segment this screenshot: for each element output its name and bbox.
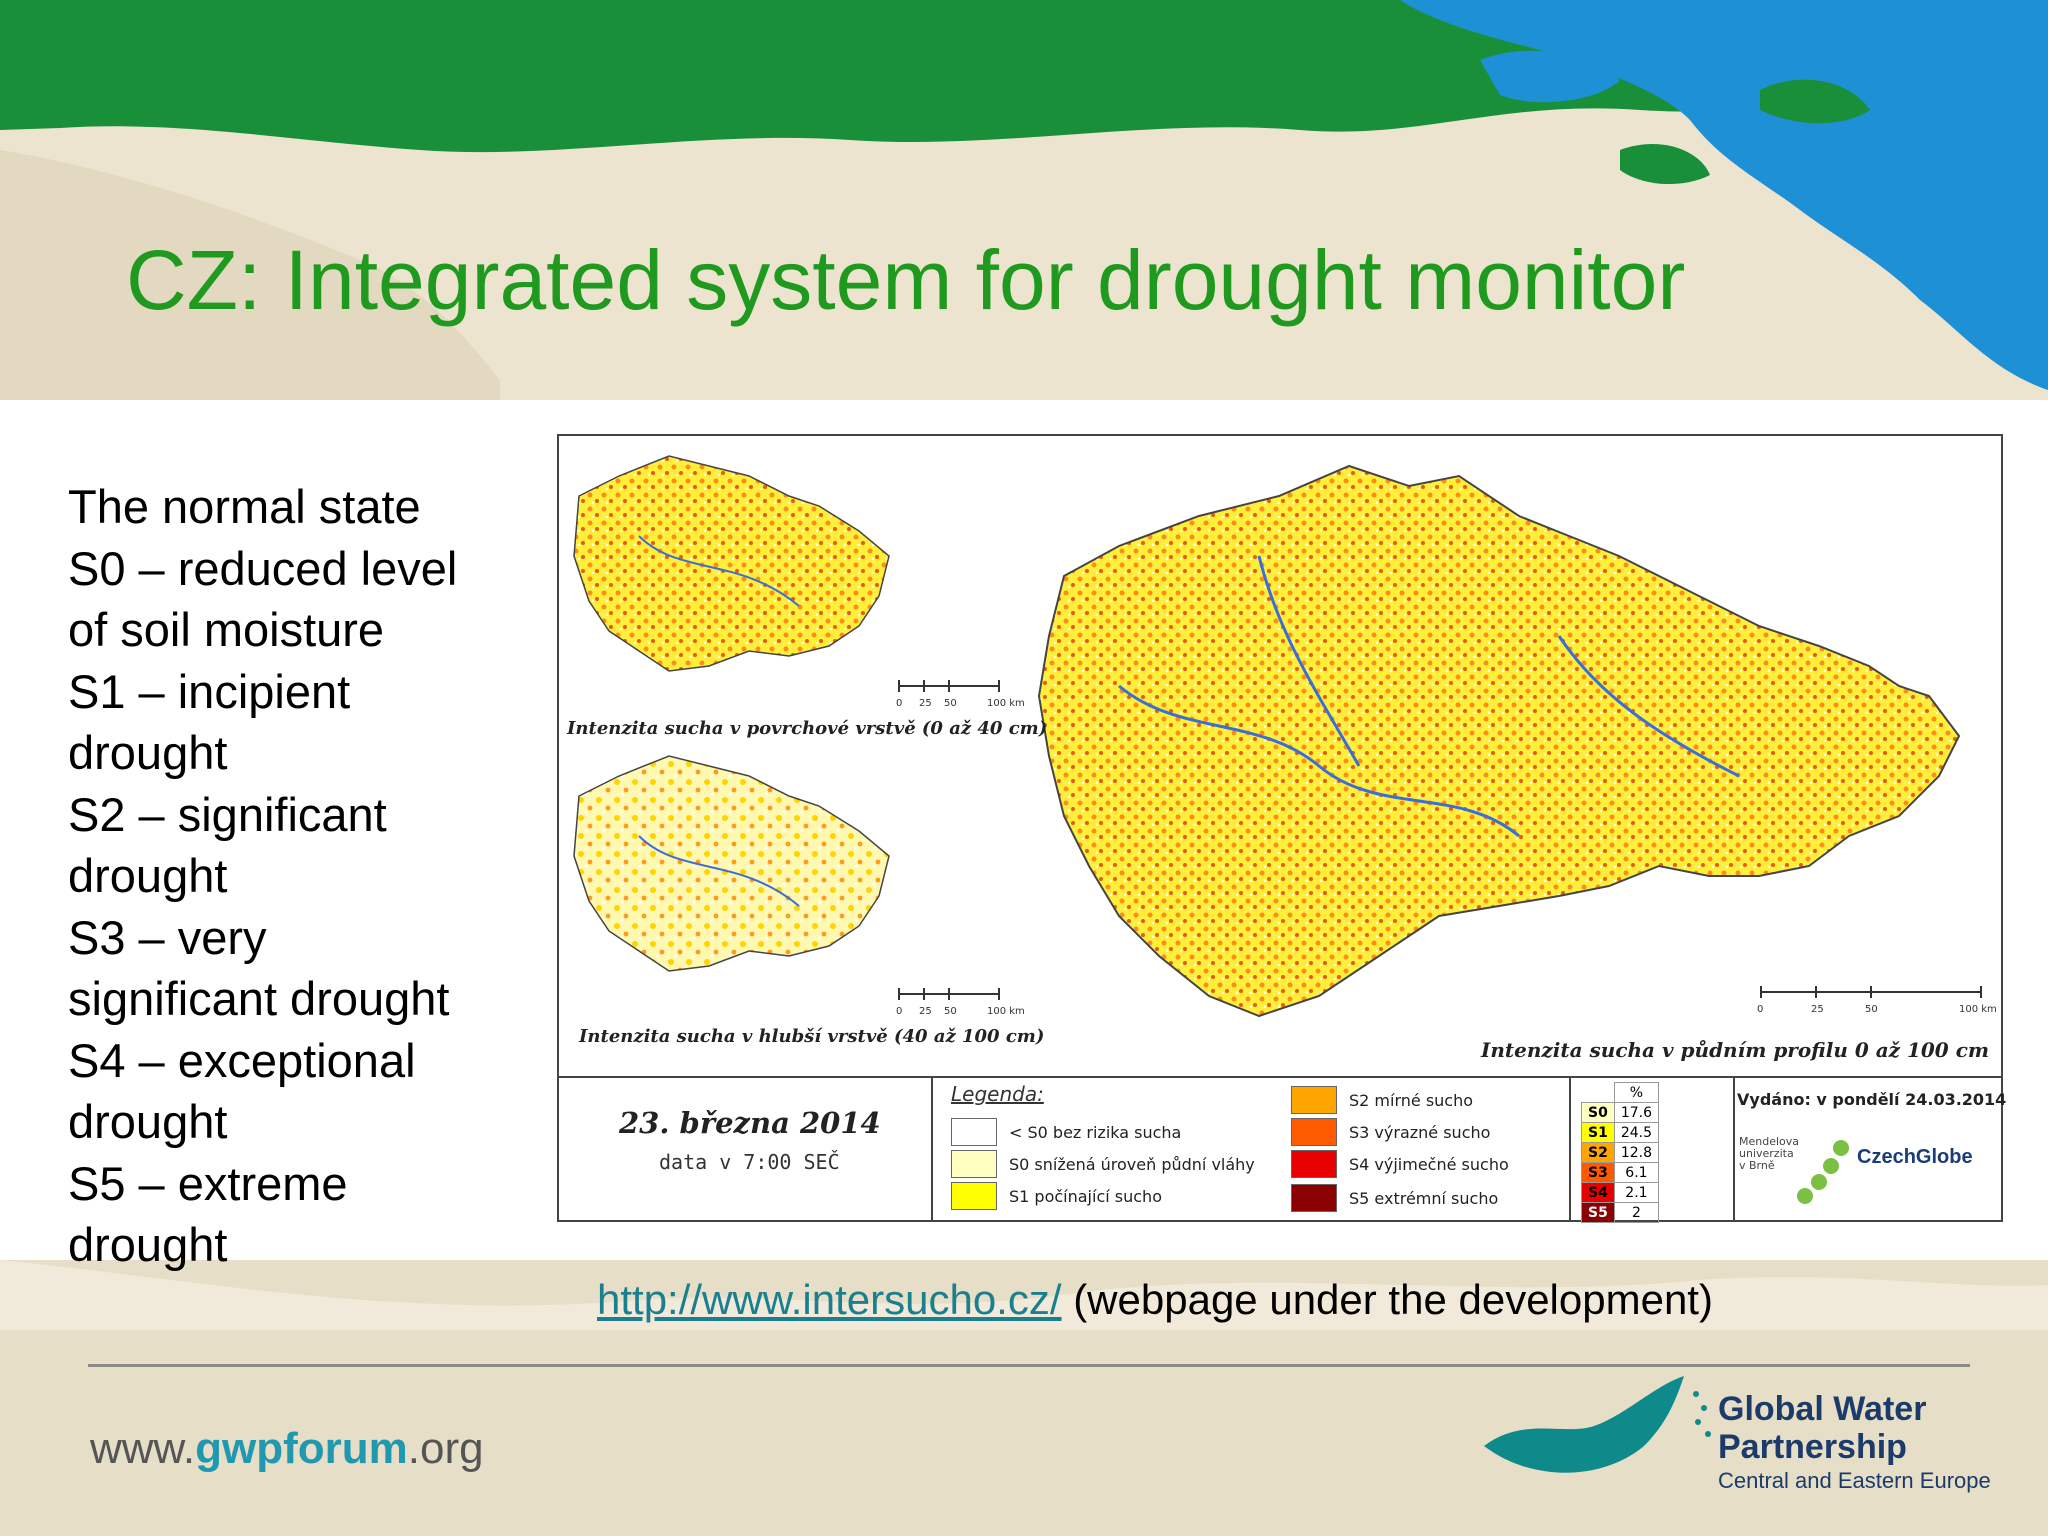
table-row: S2 12.8 [1581,1142,1660,1163]
map-czech-deep [573,755,890,972]
legend-swatch [1291,1184,1337,1212]
legend-swatch [1291,1150,1337,1178]
scale-label: 100 km [987,1006,1025,1017]
legend-item: < S0 bez rizika sucha [951,1118,1181,1146]
scale-bar-big [1760,986,1982,998]
url-note: (webpage under the development) [1061,1276,1713,1323]
map-czech-surface [573,455,890,672]
scale-label: 0 [1757,1004,1763,1015]
scale-label: 25 [919,698,932,709]
legend-line: S5 – extreme [68,1156,348,1210]
scale-label: 50 [944,1006,957,1017]
caption-soil-profile: Intenzita sucha v půdním profilu 0 až 10… [1481,1038,1990,1062]
table-row: S0 17.6 [1581,1102,1660,1123]
scale-label: 0 [896,698,902,709]
scale-label: 100 km [987,698,1025,709]
legend-line: S2 – significant [68,787,387,841]
url-line: http://www.intersucho.cz/ (webpage under… [597,1276,1713,1324]
table-row: S1 24.5 [1581,1122,1660,1143]
legend-line: drought [68,726,228,779]
legend-swatch [951,1182,997,1210]
legend-line: S4 – exceptional [68,1033,416,1087]
mendel-dots-icon [1797,1140,1849,1204]
scale-label: 25 [919,1006,932,1017]
drought-maps-graphic: 0 25 50 100 km 0 25 50 100 km 0 25 50 10… [573,455,1997,1018]
legend-item: S0 snížená úroveň půdní vláhy [951,1150,1255,1178]
caption-deep-layer: Intenzita sucha v hlubší vrstvě (40 až 1… [579,1026,1045,1047]
legend-line: The normal state [68,480,421,533]
legend-line: significant drought [68,972,450,1025]
table-row: S4 2.1 [1581,1182,1660,1203]
gwp-logo-icon [1484,1376,1711,1473]
map-data-time: data v 7:00 SEČ [659,1150,840,1174]
footer-website: www.gwpforum.org [90,1424,484,1473]
map-date: 23. března 2014 [619,1106,881,1140]
scale-label: 50 [1865,1004,1878,1015]
scale-label: 100 km [1959,1004,1997,1015]
issued-date: Vydáno: v pondělí 24.03.2014 [1737,1090,2007,1109]
legend-item: S3 výrazné sucho [1291,1118,1490,1146]
slide-title: CZ: Integrated system for drought monito… [126,233,1686,327]
legend-item: S2 mírné sucho [1291,1086,1473,1114]
map-czech-profile [1037,464,1961,1018]
legend-line: S1 – incipient [68,664,351,718]
czechglobe-logo: CzechGlobe [1857,1146,1973,1168]
table-row: S3 6.1 [1581,1162,1660,1183]
legend-line: S3 – very [68,910,267,964]
scale-bar-bottom [898,988,1000,1000]
legend-swatch [1291,1118,1337,1146]
legend-item: S1 počínající sucho [951,1182,1162,1210]
legend-title: Legenda: [951,1082,1044,1106]
legend-line: of soil moisture [68,603,385,656]
legend-swatch [951,1150,997,1178]
drought-percent-table: % S0 17.6 S1 24.5 S2 12.8 S3 6.1 S4 2.1 S5 2 [1581,1082,1660,1223]
map-legend-bar: 23. března 2014 data v 7:00 SEČ Legenda:… [559,1076,2006,1223]
legend-line: drought [68,1218,228,1271]
scale-label: 50 [944,698,957,709]
legend-swatch [1291,1086,1337,1114]
scale-label: 25 [1811,1004,1824,1015]
legend-line: drought [68,1095,228,1148]
legend-line: S0 – reduced level [68,541,458,595]
caption-surface-layer: Intenzita sucha v povrchové vrstvě (0 až… [567,718,1048,739]
pct-header: % [1613,1082,1660,1103]
scale-label: 0 [896,1006,902,1017]
legend-line: drought [68,849,228,902]
mendel-university-logo: Mendelova univerzita v Brně [1739,1135,1800,1172]
drought-map-figure: 0 25 50 100 km 0 25 50 100 km 0 25 50 10… [557,434,2006,1223]
drought-class-list: The normal state S0 – reduced level of s… [68,476,508,1276]
scale-bar-top [898,680,1000,692]
table-row: S5 2 [1581,1202,1660,1223]
legend-item: S5 extrémní sucho [1291,1184,1498,1212]
legend-swatch [951,1118,997,1146]
footer-divider [88,1364,1970,1367]
gwp-logo: Global Water Partnership Central and Eas… [1718,1390,1991,1493]
intersucho-link[interactable]: http://www.intersucho.cz/ [597,1276,1062,1323]
legend-item: S4 výjimečné sucho [1291,1150,1509,1178]
